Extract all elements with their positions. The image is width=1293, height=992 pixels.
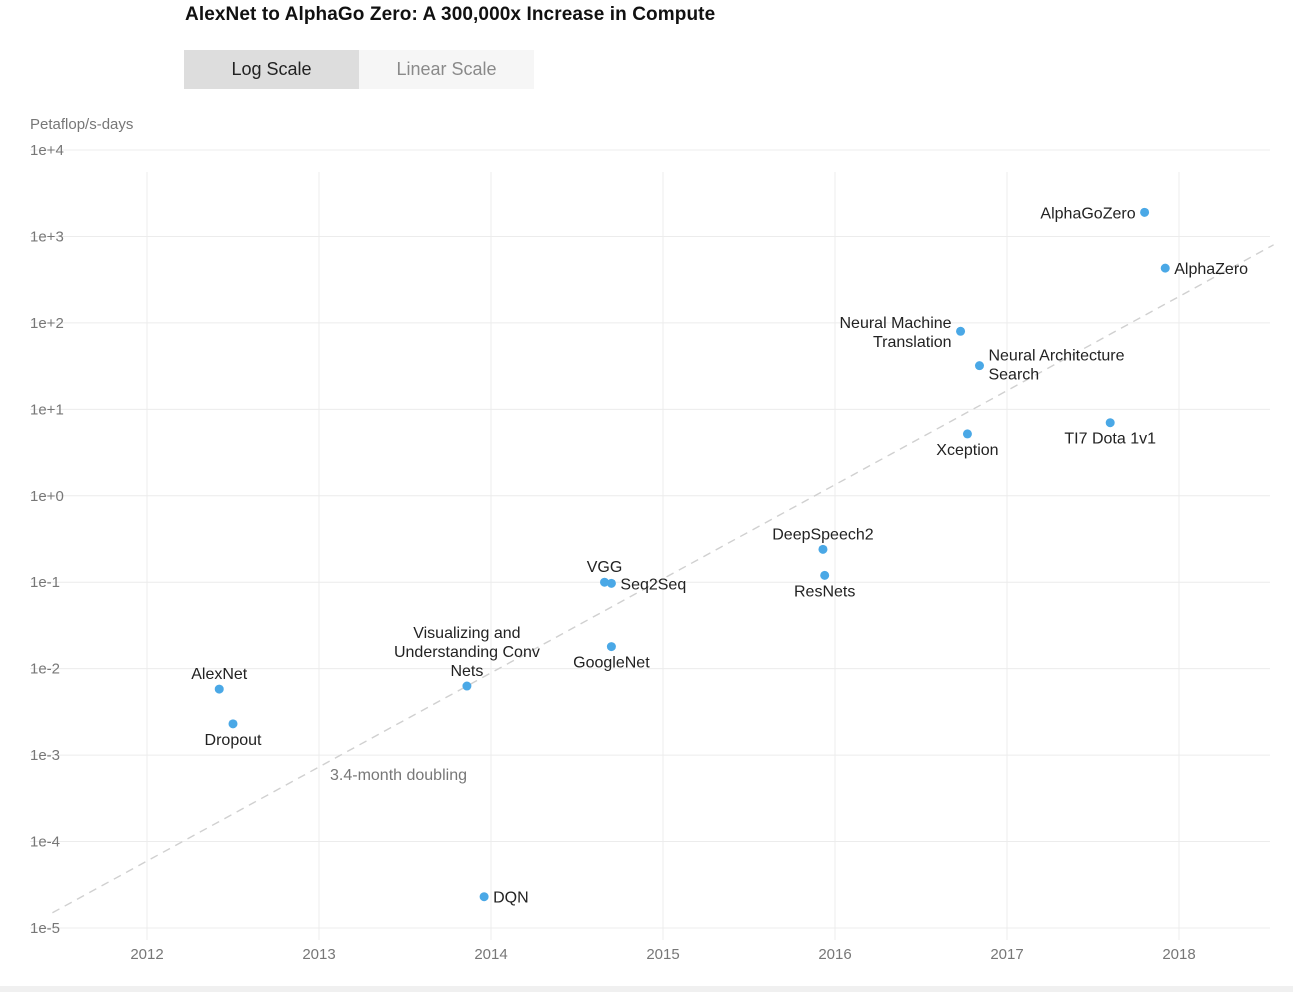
point-label: Dropout bbox=[205, 732, 262, 749]
data-point bbox=[606, 642, 616, 652]
x-axis-ticks: 2012 2013 2014 2015 2016 2017 2018 bbox=[130, 946, 1195, 963]
y-tick-label: 1e+2 bbox=[30, 315, 64, 332]
x-tick-label: 2017 bbox=[990, 946, 1023, 963]
linear-scale-button[interactable]: Linear Scale bbox=[359, 50, 534, 89]
data-point bbox=[1160, 263, 1170, 273]
trend-label: 3.4-month doubling bbox=[330, 767, 467, 784]
y-tick-label: 1e+1 bbox=[30, 401, 64, 418]
data-point bbox=[606, 578, 616, 588]
data-point bbox=[820, 570, 830, 580]
y-tick-label: 1e+4 bbox=[30, 142, 64, 159]
point-label: VGG bbox=[587, 559, 623, 576]
data-point bbox=[479, 892, 489, 902]
point-label: TI7 Dota 1v1 bbox=[1064, 431, 1156, 448]
x-tick-label: 2016 bbox=[818, 946, 851, 963]
data-point bbox=[600, 577, 610, 587]
x-tick-label: 2014 bbox=[474, 946, 507, 963]
data-point bbox=[818, 544, 828, 554]
x-tick-label: 2012 bbox=[130, 946, 163, 963]
data-point bbox=[214, 684, 224, 694]
data-point bbox=[962, 429, 972, 439]
point-label: DQN bbox=[493, 890, 529, 907]
point-label: Seq2Seq bbox=[620, 576, 686, 593]
log-scale-button[interactable]: Log Scale bbox=[184, 50, 359, 89]
point-label: Visualizing and Understanding Conv Nets bbox=[394, 625, 540, 680]
data-point bbox=[228, 719, 238, 729]
point-label: Neural Machine Translation bbox=[839, 315, 951, 351]
y-tick-label: 1e-2 bbox=[30, 661, 60, 678]
point-label: Xception bbox=[936, 442, 998, 459]
y-tick-label: 1e-3 bbox=[30, 747, 60, 764]
point-label: Neural Architecture Search bbox=[988, 348, 1124, 384]
point-label: AlphaZero bbox=[1174, 261, 1248, 278]
point-label: ResNets bbox=[794, 583, 855, 600]
point-label: DeepSpeech2 bbox=[772, 526, 874, 543]
x-tick-label: 2015 bbox=[646, 946, 679, 963]
chart-title: AlexNet to AlphaGo Zero: A 300,000x Incr… bbox=[185, 4, 716, 25]
x-tick-label: 2013 bbox=[302, 946, 335, 963]
trend-line-group: 3.4-month doubling bbox=[52, 244, 1274, 914]
data-point bbox=[462, 681, 472, 691]
chart-grid bbox=[30, 149, 1270, 940]
y-tick-label: 1e-5 bbox=[30, 920, 60, 937]
y-tick-label: 1e+3 bbox=[30, 228, 64, 245]
point-label: AlexNet bbox=[191, 666, 248, 683]
y-axis-ticks: 1e+4 1e+3 1e+2 1e+1 1e+0 1e-1 1e-2 1e-3 1e-4 1e-5 bbox=[30, 142, 64, 937]
data-point bbox=[1105, 418, 1115, 428]
point-label: GoogleNet bbox=[573, 655, 650, 672]
data-points: AlexNet Dropout Visualizing and Understandi… bbox=[191, 205, 1248, 906]
data-point bbox=[1140, 207, 1150, 217]
data-point bbox=[974, 361, 984, 371]
y-axis-unit-label: Petaflop/s-days bbox=[30, 116, 134, 133]
x-tick-label: 2018 bbox=[1162, 946, 1195, 963]
trend-line bbox=[52, 244, 1274, 914]
y-tick-label: 1e+0 bbox=[30, 488, 64, 505]
point-label: AlphaGoZero bbox=[1040, 205, 1135, 222]
y-tick-label: 1e-1 bbox=[30, 574, 60, 591]
y-tick-label: 1e-4 bbox=[30, 834, 60, 851]
data-point bbox=[956, 326, 966, 336]
bottom-divider bbox=[0, 986, 1293, 992]
scale-toggle[interactable]: Log Scale Linear Scale bbox=[184, 50, 534, 89]
